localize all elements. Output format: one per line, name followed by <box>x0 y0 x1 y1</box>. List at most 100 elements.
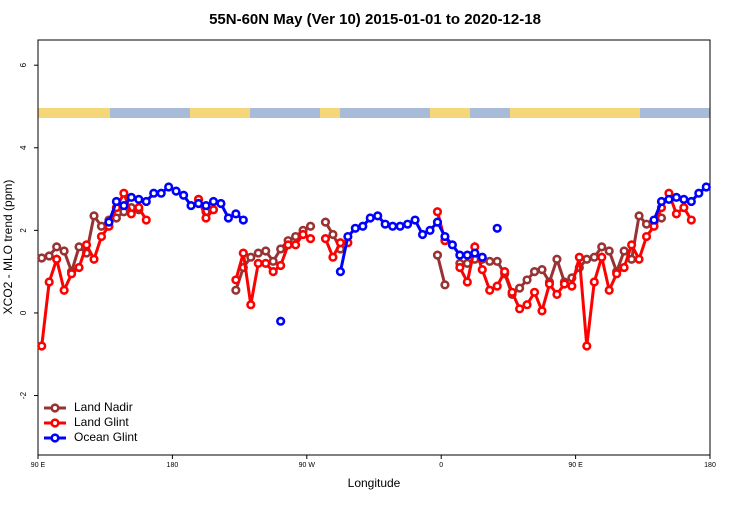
data-point <box>328 252 338 262</box>
data-point <box>440 231 450 242</box>
data-point <box>141 215 151 225</box>
data-point <box>671 192 682 202</box>
data-point <box>582 341 592 351</box>
data-point <box>619 246 629 256</box>
data-point <box>365 213 375 223</box>
map-ocean <box>340 108 430 118</box>
data-point <box>141 196 151 207</box>
data-point <box>470 248 480 258</box>
data-point <box>671 209 682 219</box>
map-strip <box>38 108 710 118</box>
data-point <box>231 209 241 219</box>
data-point <box>649 215 659 225</box>
y-tick-label: 4 <box>19 145 28 150</box>
data-point <box>193 198 204 209</box>
data-point <box>119 188 129 198</box>
data-point <box>179 190 189 200</box>
data-point <box>522 300 532 310</box>
data-point <box>208 196 219 207</box>
data-point <box>89 254 99 264</box>
data-point <box>529 287 540 297</box>
data-point <box>492 223 502 233</box>
data-point <box>350 223 360 233</box>
data-point <box>582 254 592 264</box>
data-point <box>37 341 47 351</box>
data-point <box>477 264 487 275</box>
y-tick-label: 2 <box>19 228 28 233</box>
plot-frame <box>37 39 711 456</box>
data-point <box>492 281 502 291</box>
data-point <box>186 200 196 211</box>
data-point <box>104 217 114 227</box>
x-tick-label: 90 E <box>31 462 46 469</box>
y-axis-label: XCO2 - MLO trend (ppm) <box>1 180 15 315</box>
data-point <box>283 240 293 250</box>
data-point <box>253 248 263 258</box>
data-point <box>66 269 77 279</box>
data-point <box>388 221 398 231</box>
data-point <box>231 285 241 295</box>
data-point <box>44 251 54 261</box>
data-point <box>328 229 338 240</box>
data-point <box>589 277 599 287</box>
data-point <box>507 287 517 297</box>
data-point <box>52 254 62 264</box>
data-point <box>679 194 689 204</box>
chart-title: 55N-60N May (Ver 10) 2015-01-01 to 2020-… <box>209 11 541 28</box>
y-tick-label: 6 <box>19 62 28 67</box>
legend-marker <box>50 433 60 443</box>
data-point <box>537 306 547 316</box>
map-ocean <box>640 108 710 118</box>
data-point <box>261 246 271 256</box>
data-point <box>597 242 607 252</box>
data-point <box>492 256 502 266</box>
data-point <box>223 213 233 223</box>
data-point <box>552 289 562 299</box>
x-tick-label: 90 W <box>299 462 316 469</box>
data-point <box>574 252 584 262</box>
data-point <box>694 188 704 198</box>
legend-label: Land Nadir <box>74 400 133 414</box>
data-point <box>432 217 443 227</box>
data-point <box>291 231 301 242</box>
data-point <box>261 258 271 268</box>
data-point <box>462 250 472 260</box>
data-point <box>373 211 383 221</box>
data-point <box>522 275 532 285</box>
data-point <box>686 196 696 207</box>
data-point <box>410 215 420 225</box>
data-point <box>701 182 711 192</box>
x-tick-label: 90 E <box>568 462 583 469</box>
data-point <box>604 246 614 256</box>
data-point <box>619 262 629 273</box>
data-point <box>455 250 465 260</box>
data-point <box>641 231 652 242</box>
data-point <box>276 316 286 326</box>
data-point <box>462 277 472 287</box>
data-point <box>440 280 450 290</box>
data-point <box>604 285 614 295</box>
data-point <box>664 194 674 204</box>
data-point <box>201 213 211 223</box>
data-point <box>201 200 211 211</box>
data-point <box>81 240 92 250</box>
data-point <box>612 269 622 279</box>
data-point <box>134 194 144 204</box>
data-point <box>216 198 226 209</box>
data-point <box>403 219 413 229</box>
data-point <box>320 217 331 227</box>
data-point <box>96 231 107 242</box>
data-point <box>343 231 353 242</box>
data-point <box>276 244 286 254</box>
data-point <box>529 267 540 277</box>
x-tick-label: 0 <box>439 462 443 469</box>
data-point <box>656 196 667 207</box>
data-point <box>432 207 443 217</box>
data-point <box>597 252 607 262</box>
data-point <box>126 209 136 219</box>
data-point <box>74 262 84 273</box>
map-ocean <box>110 108 190 118</box>
y-tick-label: -2 <box>19 391 28 399</box>
data-point <box>485 256 495 266</box>
data-point <box>238 248 248 258</box>
